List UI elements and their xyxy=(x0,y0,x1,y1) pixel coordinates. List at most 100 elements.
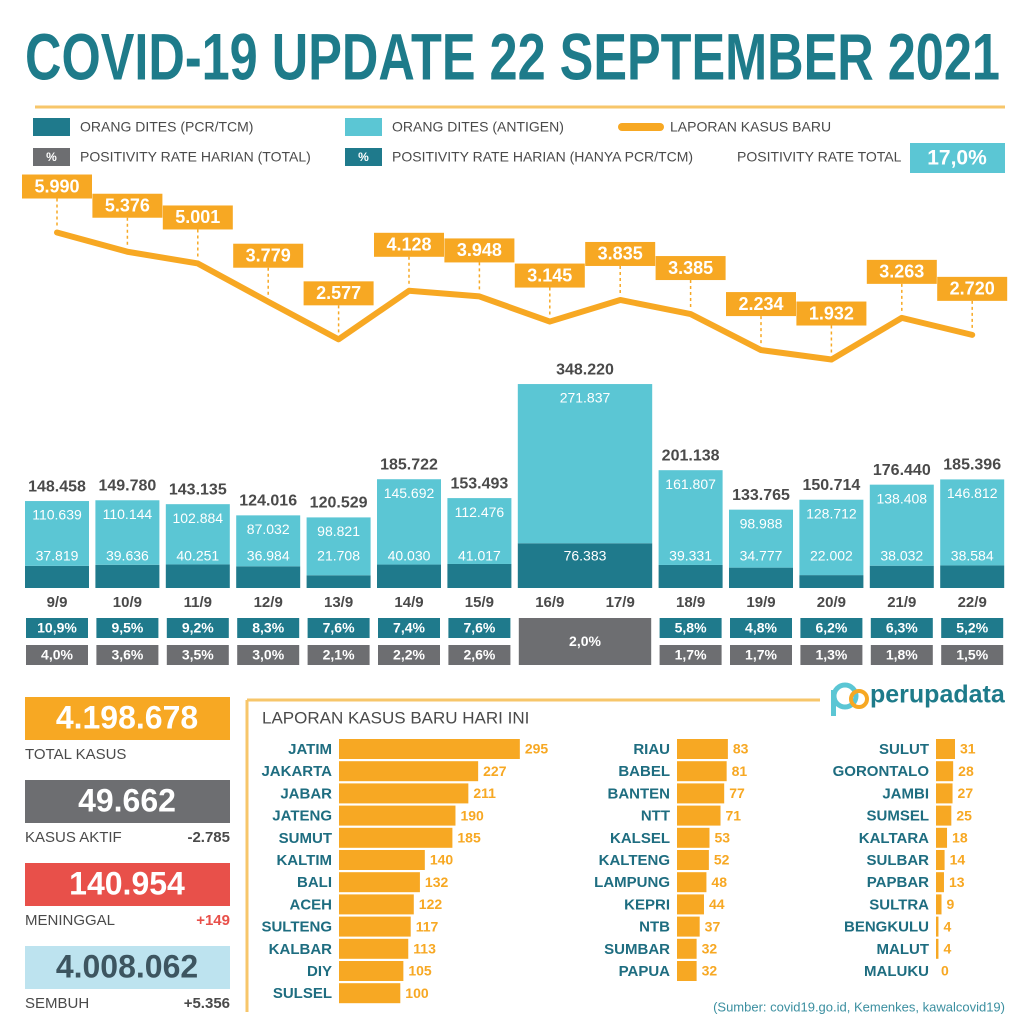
bar-label: 22.002 xyxy=(810,548,853,564)
province-value: 48 xyxy=(711,874,727,890)
cases-label: 2.577 xyxy=(316,283,361,303)
summary-label: SEMBUH xyxy=(25,995,89,1012)
province-value: 295 xyxy=(525,741,549,757)
province-value: 27 xyxy=(958,785,974,801)
province-bar xyxy=(677,783,725,804)
positivity-label: 3,5% xyxy=(182,647,214,663)
x-tick-label: 18/9 xyxy=(676,594,705,611)
cases-label-box xyxy=(726,292,796,317)
province-value: 117 xyxy=(416,918,439,934)
cases-label-box xyxy=(233,243,304,268)
legend-swatch xyxy=(33,118,70,136)
province-value: 13 xyxy=(949,874,965,890)
cases-label: 5.376 xyxy=(105,195,150,215)
cases-label: 5.001 xyxy=(175,207,220,227)
bar-label: 98.821 xyxy=(317,523,360,539)
province-label: BABEL xyxy=(618,763,670,780)
legend-label: ORANG DITES (ANTIGEN) xyxy=(392,119,564,135)
x-tick-label: 10/9 xyxy=(113,594,142,611)
province-label: SULTENG xyxy=(261,919,332,936)
legend-swatch xyxy=(345,148,382,166)
province-value: 211 xyxy=(473,785,496,801)
cases-label: 3.779 xyxy=(246,245,291,265)
total-label: 176.440 xyxy=(873,462,931,479)
positivity-label: 2,1% xyxy=(323,647,355,663)
province-label: LAMPUNG xyxy=(594,874,670,891)
bar-antigen xyxy=(236,515,301,567)
bar-antigen xyxy=(940,479,1005,566)
bar-label: 271.837 xyxy=(560,390,611,406)
positivity-box xyxy=(26,618,88,638)
total-label: 185.396 xyxy=(943,457,1001,474)
cases-label-box xyxy=(866,259,937,284)
x-tick-label: 14/9 xyxy=(394,594,423,611)
overall-value: 17,0% xyxy=(927,147,987,170)
x-tick-label: 17/9 xyxy=(606,594,635,611)
province-bar xyxy=(677,961,697,981)
province-bar xyxy=(677,916,700,937)
province-bar xyxy=(936,827,948,848)
bar-label: 38.032 xyxy=(880,548,923,564)
legend-swatch xyxy=(345,118,382,136)
province-label: GORONTALO xyxy=(833,763,930,780)
cases-label: 3.145 xyxy=(527,265,572,285)
positivity-label: 9,5% xyxy=(111,620,143,636)
summary-change: -2.785 xyxy=(187,829,230,846)
bar-antigen xyxy=(306,517,371,576)
province-value: 140 xyxy=(430,852,454,868)
province-value: 185 xyxy=(457,830,481,846)
total-label: 153.493 xyxy=(450,475,508,492)
x-tick-label: 15/9 xyxy=(465,594,494,611)
cases-label: 1.932 xyxy=(809,303,854,323)
positivity-box xyxy=(800,618,863,638)
bar-label: 41.017 xyxy=(458,548,501,564)
cases-label-box xyxy=(514,263,585,288)
province-label: NTT xyxy=(641,808,670,825)
positivity-box xyxy=(378,645,440,665)
positivity-label: 1,7% xyxy=(675,647,707,663)
cases-label-box xyxy=(655,256,726,281)
province-value: 4 xyxy=(943,918,951,934)
positivity-box xyxy=(870,618,933,638)
bar-pcr xyxy=(377,564,441,588)
positivity-label: 2,2% xyxy=(393,647,425,663)
bar-antigen xyxy=(799,499,864,576)
bar-antigen xyxy=(447,498,512,564)
positivity-box xyxy=(659,618,722,638)
positivity-label: 4,0% xyxy=(41,647,73,663)
total-label: 185.722 xyxy=(380,456,438,473)
province-value: 71 xyxy=(726,807,742,823)
bar-pcr xyxy=(869,565,934,588)
province-bar xyxy=(339,938,409,959)
bar-label: 34.777 xyxy=(740,548,783,564)
positivity-box xyxy=(941,645,1004,665)
province-value: 81 xyxy=(732,763,748,779)
bar-pcr xyxy=(95,564,160,588)
bar-pcr xyxy=(306,575,371,588)
positivity-box xyxy=(378,618,440,638)
positivity-box xyxy=(166,645,229,665)
cases-label: 2.720 xyxy=(950,279,995,299)
province-bar xyxy=(677,805,721,826)
cases-label: 2.234 xyxy=(738,294,783,314)
province-label: MALUT xyxy=(877,941,930,958)
province-value: 52 xyxy=(714,852,730,868)
bar-label: 76.383 xyxy=(564,548,607,564)
total-label: 150.714 xyxy=(802,477,860,494)
province-bar xyxy=(936,850,945,870)
positivity-box xyxy=(307,645,370,665)
bar-pcr xyxy=(447,563,512,588)
positivity-label: 10,9% xyxy=(37,620,77,636)
bar-pcr xyxy=(940,565,1005,588)
x-tick-label: 12/9 xyxy=(254,594,283,611)
summary-value: 49.662 xyxy=(78,782,176,818)
province-bar xyxy=(677,827,710,848)
province-bar xyxy=(339,761,479,782)
source: (Sumber: covid19.go.id, Kemenkes, kawalc… xyxy=(713,999,1005,1014)
province-label: NTB xyxy=(639,919,670,936)
legend-label: ORANG DITES (PCR/TCM) xyxy=(80,119,253,135)
cases-label-box xyxy=(162,205,233,230)
bar-label: 128.712 xyxy=(806,505,857,521)
positivity-label: 5,8% xyxy=(675,620,707,636)
province-bar xyxy=(936,761,954,782)
